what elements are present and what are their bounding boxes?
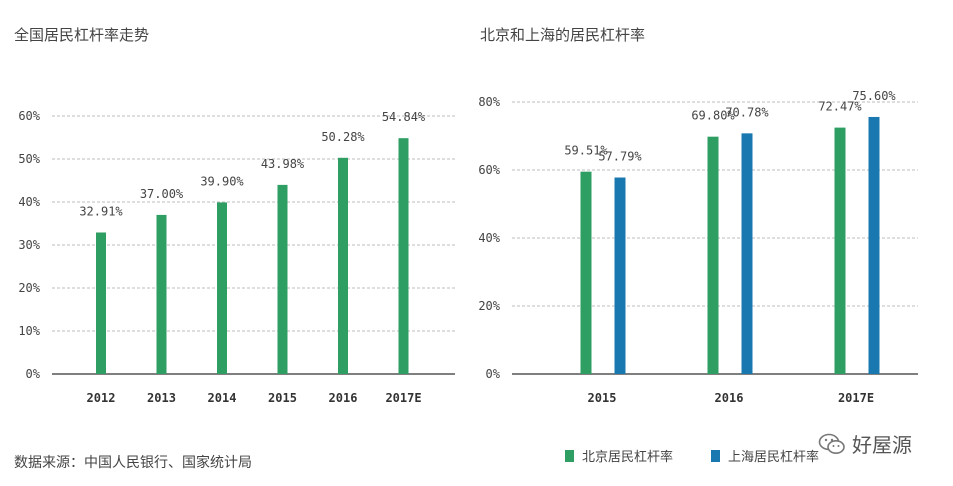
watermark: 好屋源 xyxy=(818,429,912,458)
chart1-xtick-label: 2015 xyxy=(268,391,297,405)
chart2-ytick-label: 0% xyxy=(486,367,501,381)
legend-item-beijing: 北京居民杠杆率 xyxy=(565,446,673,465)
chart1-xtick-label: 2016 xyxy=(329,391,358,405)
legend-label-beijing: 北京居民杠杆率 xyxy=(582,450,674,465)
chart2-bar xyxy=(741,133,753,374)
chart1-ytick-label: 50% xyxy=(18,152,40,166)
chart1-ytick-label: 0% xyxy=(26,367,41,381)
chart2-data-label: 59.51% xyxy=(564,144,608,158)
chart1-xtick-label: 2014 xyxy=(208,391,237,405)
chart1-ytick-label: 60% xyxy=(18,109,40,123)
chart2-ytick-label: 60% xyxy=(478,163,500,177)
chart1-data-label: 50.28% xyxy=(321,130,365,144)
chart1-ytick-label: 20% xyxy=(18,281,40,295)
chart2-data-label: 69.80% xyxy=(691,109,735,123)
chart1-xtick-label: 2013 xyxy=(147,391,176,405)
chart1-bar xyxy=(96,232,106,374)
chart2-bar xyxy=(834,127,846,375)
chart1-ytick-label: 10% xyxy=(18,324,40,338)
chart2-ytick-label: 80% xyxy=(478,95,500,109)
chart2-data-label: 57.79% xyxy=(598,150,642,164)
chart1-data-label: 43.98% xyxy=(261,157,305,171)
chart1-data-label: 32.91% xyxy=(79,204,123,218)
chart2-bar xyxy=(580,171,592,374)
chart2-ytick-label: 20% xyxy=(478,299,500,313)
chart2-title: 北京和上海的居民杠杆率 xyxy=(480,26,646,44)
chart1-title: 全国居民杠杆率走势 xyxy=(14,26,150,44)
legend-label-shanghai: 上海居民杠杆率 xyxy=(728,450,820,465)
chart2-bar xyxy=(707,136,719,374)
chart1-bar xyxy=(398,138,409,374)
legend-swatch-beijing xyxy=(565,449,574,462)
watermark-text: 好屋源 xyxy=(852,433,912,457)
chart1-bar xyxy=(338,157,348,374)
chart2-xtick-label: 2015 xyxy=(588,391,617,405)
chart1-bar xyxy=(217,202,227,374)
chart1-bar xyxy=(277,184,288,374)
chart2-data-label: 75.60% xyxy=(852,89,896,103)
wechat-icon xyxy=(818,433,845,454)
chart2-bar xyxy=(614,177,626,374)
chart2-xtick-label: 2016 xyxy=(715,391,744,405)
chart1-ytick-label: 30% xyxy=(18,238,40,252)
chart2-data-label: 72.47% xyxy=(818,100,862,114)
chart2-legend: 北京居民杠杆率 上海居民杠杆率 xyxy=(565,446,819,465)
source-note: 数据来源：中国人民银行、国家统计局 xyxy=(14,455,252,471)
legend-swatch-shanghai xyxy=(711,449,721,462)
chart1-bar xyxy=(156,214,167,374)
chart2-ytick-label: 40% xyxy=(478,231,500,245)
chart1-data-label: 39.90% xyxy=(200,174,244,188)
chart1-data-label: 54.84% xyxy=(382,110,426,124)
chart1-xtick-label: 2012 xyxy=(87,391,116,405)
chart1-ytick-label: 40% xyxy=(18,195,40,209)
chart1-data-label: 37.00% xyxy=(140,187,184,201)
chart2-data-label: 70.78% xyxy=(725,105,769,119)
chart2-bar xyxy=(868,116,880,375)
chart2-xtick-label: 2017E xyxy=(838,391,874,405)
legend-item-shanghai: 上海居民杠杆率 xyxy=(711,446,819,465)
chart1-xtick-label: 2017E xyxy=(385,391,421,405)
